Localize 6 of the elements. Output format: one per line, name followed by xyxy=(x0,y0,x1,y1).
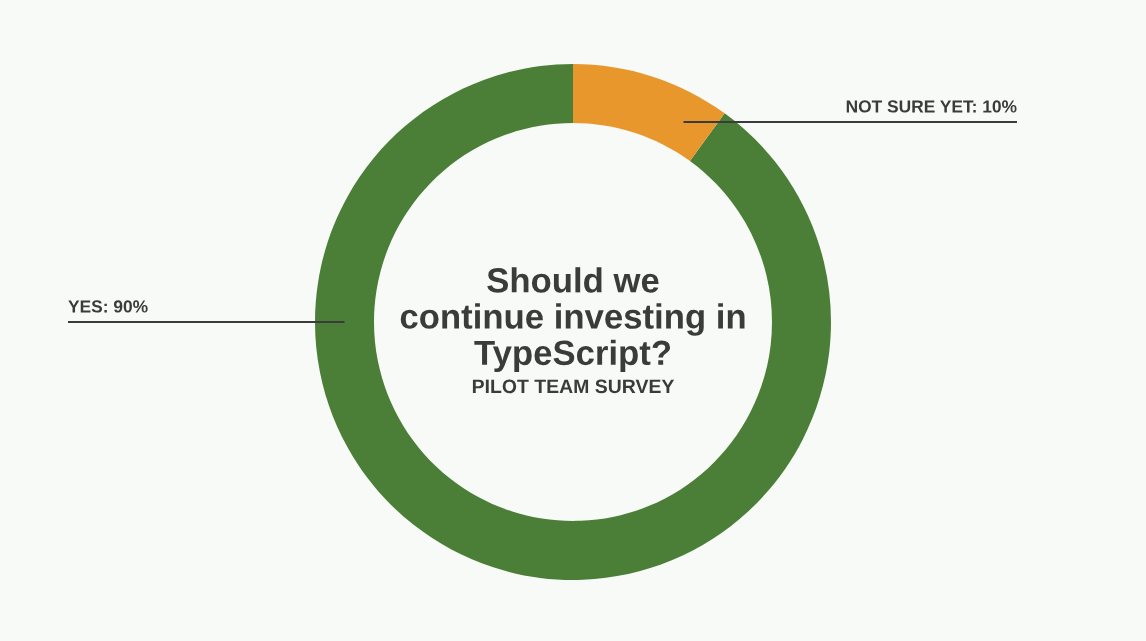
slice-label: NOT SURE YET: 10% xyxy=(846,100,1017,113)
slice-label: YES: 90% xyxy=(68,300,148,313)
text: PILOT TEAM SURVEY xyxy=(472,379,675,394)
donut-slice xyxy=(573,64,725,162)
donut-slice xyxy=(315,64,831,580)
text: Should we continue investing in TypeScript? xyxy=(400,267,745,372)
